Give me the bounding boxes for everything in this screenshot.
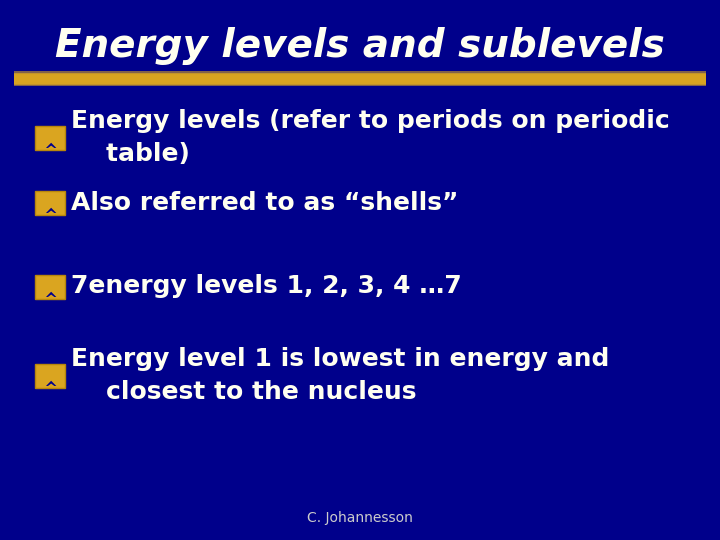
Text: ‸: ‸ [42, 278, 57, 296]
FancyBboxPatch shape [35, 191, 65, 215]
Text: Energy levels (refer to periods on periodic
    table): Energy levels (refer to periods on perio… [71, 109, 670, 166]
Text: ‸: ‸ [42, 194, 57, 213]
FancyBboxPatch shape [14, 73, 706, 82]
FancyBboxPatch shape [35, 126, 65, 150]
Text: Also referred to as “shells”: Also referred to as “shells” [71, 191, 458, 214]
FancyBboxPatch shape [14, 71, 706, 81]
FancyBboxPatch shape [14, 77, 706, 86]
Text: Energy level 1 is lowest in energy and
    closest to the nucleus: Energy level 1 is lowest in energy and c… [71, 347, 609, 404]
FancyBboxPatch shape [35, 275, 65, 299]
Text: Energy levels and sublevels: Energy levels and sublevels [55, 27, 665, 65]
FancyBboxPatch shape [14, 75, 706, 85]
Text: 7energy levels 1, 2, 3, 4 …7: 7energy levels 1, 2, 3, 4 …7 [71, 274, 462, 298]
Text: ‸: ‸ [42, 367, 57, 386]
Text: C. Johannesson: C. Johannesson [307, 511, 413, 525]
Text: ‸: ‸ [42, 129, 57, 148]
FancyBboxPatch shape [35, 364, 65, 388]
FancyBboxPatch shape [14, 74, 706, 84]
